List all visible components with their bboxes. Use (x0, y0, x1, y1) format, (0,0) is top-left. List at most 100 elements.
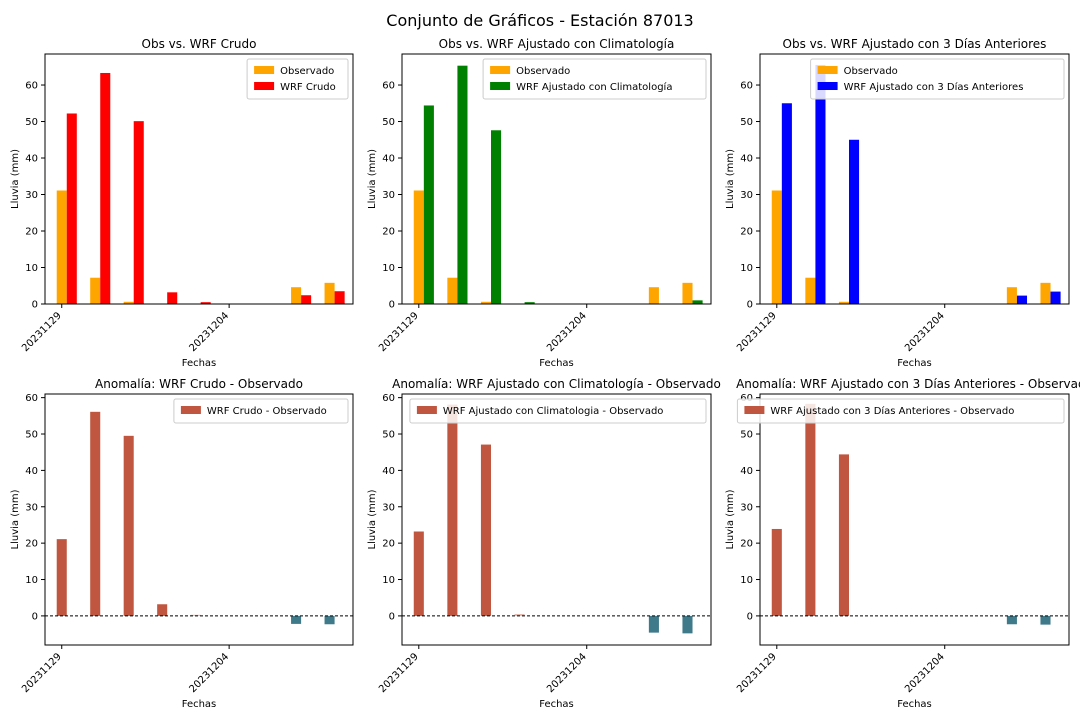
y-tick-label: 10 (382, 575, 395, 586)
bar-2-20231130 (457, 65, 468, 304)
y-tick-label: 40 (382, 466, 395, 477)
subplot-2: 0 10 20 30 40 50 60 20231129 20231204 Obs vs. WRF… (367, 37, 712, 369)
bar-2-20231202 (167, 292, 178, 304)
bar-1-20231130 (805, 403, 816, 616)
legend-box (246, 58, 349, 100)
y-tick-label: 20 (25, 227, 38, 238)
y-tick-label: 30 (382, 190, 395, 201)
legend-swatch (254, 82, 275, 90)
x-axis-label: Fechas (539, 699, 574, 710)
bar-2-20231207 (334, 291, 345, 304)
bar-1-20231130 (447, 277, 458, 304)
bar-1-20231130 (805, 277, 816, 304)
y-tick-label: 10 (382, 263, 395, 274)
y-tick-label: 20 (25, 539, 38, 550)
y-tick-label: 30 (740, 190, 753, 201)
legend-swatch (490, 82, 511, 90)
legend: Observado WRF Ajustado con 3 Días Anterio… (810, 58, 1065, 100)
subplot-title: Obs vs. WRF Ajustado con Climatología (439, 37, 675, 51)
y-axis-label: Lluvia (mm) (10, 489, 21, 549)
x-axis-label: Fechas (182, 358, 217, 369)
bar-1-20231201 (838, 301, 850, 304)
bar-1-20231129 (56, 190, 67, 304)
y-tick-label: 40 (740, 466, 753, 477)
axes-frame (401, 393, 712, 646)
bar-1-20231207 (324, 282, 335, 304)
axes-frame (44, 393, 354, 646)
y-tick-label: 40 (25, 466, 38, 477)
bar-1-20231130 (447, 404, 458, 616)
x-tick-label: 20231204 (903, 310, 947, 354)
y-tick-label: 50 (25, 117, 38, 128)
x-axis-label: Fechas (539, 358, 574, 369)
legend-label: Observado (516, 66, 570, 77)
legend-box (409, 398, 707, 424)
bar-1-20231207 (1040, 282, 1051, 304)
bar-1-20231130 (90, 411, 101, 616)
y-tick-label: 60 (382, 81, 395, 92)
x-axis-label: Fechas (897, 699, 932, 710)
x-tick-label: 20231129 (20, 651, 64, 695)
legend-box (173, 398, 349, 424)
y-tick-label: 30 (382, 502, 395, 513)
legend-label: WRF Ajustado con 3 Días Anteriores (844, 81, 1024, 93)
y-tick-label: 50 (740, 117, 753, 128)
y-tick-label: 20 (740, 227, 753, 238)
y-tick-label: 50 (382, 117, 395, 128)
axes-frame (44, 53, 354, 305)
legend-swatch (180, 406, 201, 414)
legend-swatch (254, 66, 275, 74)
bar-1-20231206 (291, 615, 302, 624)
bar-2-20231202 (524, 302, 535, 304)
x-tick-label: 20231129 (377, 651, 421, 695)
subplot-title: Obs vs. WRF Ajustado con 3 Días Anterior… (783, 37, 1047, 51)
bar-1-20231207 (682, 282, 693, 304)
bar-1-20231201 (123, 435, 134, 616)
bar-1-20231206 (648, 615, 659, 633)
bar-1-20231206 (1006, 287, 1017, 304)
y-axis-label: Lluvia (mm) (725, 149, 736, 209)
y-tick-label: 20 (740, 539, 753, 550)
legend: Observado WRF Ajustado con Climatología (482, 58, 707, 100)
axes-frame (759, 393, 1070, 646)
legend-label: Observado (844, 66, 898, 77)
x-tick-label: 20231204 (545, 310, 589, 354)
x-tick-label: 20231129 (377, 310, 421, 354)
x-tick-label: 20231129 (20, 310, 64, 354)
bar-1-20231207 (1040, 615, 1051, 625)
legend-swatch (817, 66, 838, 74)
y-tick-label: 20 (382, 539, 395, 550)
legend: Observado WRF Crudo (246, 58, 349, 100)
y-tick-label: 60 (25, 81, 38, 92)
legend-label: WRF Crudo - Observado (207, 406, 327, 417)
y-tick-label: 0 (32, 611, 38, 622)
bar-2-20231201 (849, 139, 860, 304)
bar-2-20231206 (1016, 295, 1028, 304)
x-axis-label: Fechas (182, 699, 217, 710)
bar-1-20231129 (413, 531, 424, 616)
bar-2-20231207 (1050, 291, 1061, 304)
legend: WRF Ajustado con Climatologia - Observad… (409, 398, 707, 424)
bar-1-20231129 (771, 190, 782, 304)
legend: WRF Crudo - Observado (173, 398, 349, 424)
y-tick-label: 30 (740, 502, 753, 513)
y-tick-label: 40 (740, 154, 753, 165)
y-tick-label: 0 (32, 300, 38, 311)
subplot-title: Anomalía: WRF Ajustado con Climatología … (392, 377, 721, 391)
bar-2-20231130 (815, 64, 826, 304)
legend-label: WRF Crudo (280, 82, 336, 93)
bar-1-20231207 (324, 615, 335, 625)
y-tick-label: 0 (747, 300, 753, 311)
legend-swatch (744, 406, 765, 414)
bar-1-20231202 (514, 614, 525, 616)
bar-1-20231129 (413, 190, 424, 304)
bar-1-20231206 (1006, 615, 1017, 625)
x-tick-label: 20231204 (903, 651, 947, 695)
y-tick-label: 0 (389, 300, 395, 311)
bar-1-20231201 (480, 444, 492, 616)
axes-frame (401, 53, 712, 305)
bar-2-20231129 (66, 113, 77, 305)
legend-box (810, 58, 1065, 100)
bar-1-20231129 (56, 539, 67, 616)
